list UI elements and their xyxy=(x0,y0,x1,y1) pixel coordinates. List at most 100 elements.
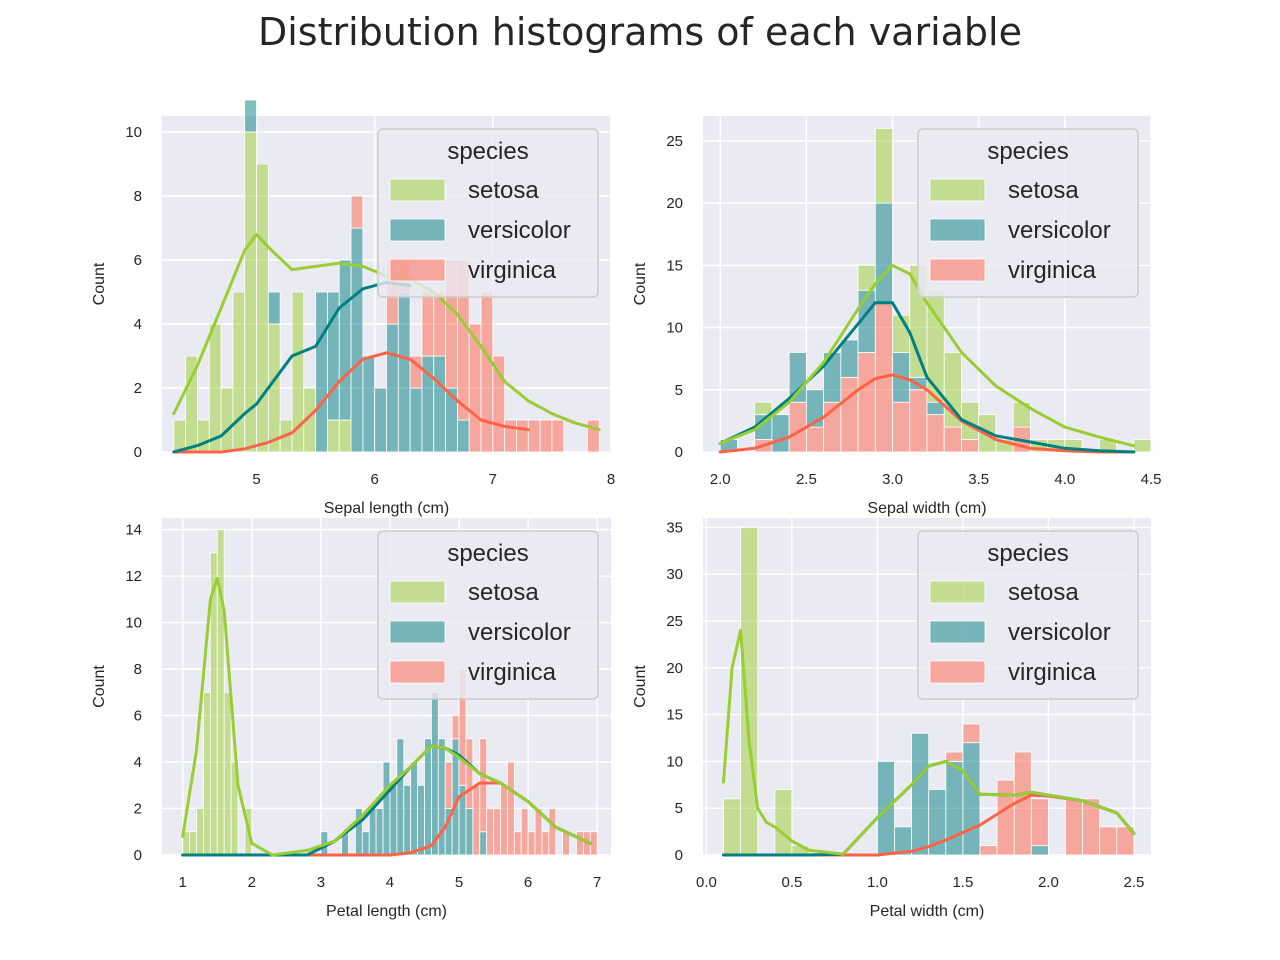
y-tick-label: 0 xyxy=(134,847,142,864)
subplot-1: 5 6 7 8 0 2 4 6 8 10 Sepal length (cm) Count species… xyxy=(91,99,615,517)
hist-bar-versicolor xyxy=(437,738,446,856)
hist-bar-versicolor xyxy=(1030,845,1049,856)
y-tick-label: 20 xyxy=(666,195,683,212)
hist-bar-virginica xyxy=(480,291,494,453)
hist-bar-setosa xyxy=(232,291,246,453)
hist-bar-versicolor xyxy=(911,732,930,856)
legend-swatch-virginica xyxy=(929,660,986,684)
y-tick-label: 25 xyxy=(666,613,683,630)
hist-bar-virginica xyxy=(586,419,600,453)
hist-bar-versicolor xyxy=(338,259,352,421)
legend-label-virginica: virginica xyxy=(468,659,557,686)
x-tick-label: 7 xyxy=(593,874,601,891)
hist-bar-setosa xyxy=(327,419,340,453)
hist-bar-virginica xyxy=(576,831,584,856)
legend-label-setosa: setosa xyxy=(1008,177,1079,204)
x-axis-label: Petal width (cm) xyxy=(870,903,985,920)
hist-bar-versicolor xyxy=(874,202,893,304)
hist-bar-virginica xyxy=(1065,798,1084,856)
y-tick-label: 4 xyxy=(134,316,142,333)
hist-bar-versicolor xyxy=(396,738,405,856)
x-axis-label: Sepal width (cm) xyxy=(867,500,986,517)
hist-bar-virginica xyxy=(504,419,517,453)
kde-line-virginica xyxy=(718,373,1136,454)
legend-swatch-setosa xyxy=(389,580,446,604)
legend: species setosa versicolor virginica xyxy=(377,530,599,700)
hist-bar-versicolor xyxy=(403,784,412,856)
x-tick-label: 2.0 xyxy=(710,471,731,488)
y-axis-label: Count xyxy=(632,262,649,305)
y-tick-label: 4 xyxy=(134,754,142,771)
hist-bar-virginica xyxy=(516,419,529,453)
y-tick-label: 6 xyxy=(134,708,142,725)
y-tick-label: 8 xyxy=(134,661,142,678)
hist-bar-virginica xyxy=(527,831,536,856)
kde-line-versicolor xyxy=(172,280,412,454)
x-tick-label: 5 xyxy=(455,874,463,891)
legend-frame xyxy=(917,530,1139,700)
hist-bar-setosa xyxy=(220,387,234,453)
legend-label-versicolor: versicolor xyxy=(468,217,571,244)
legend-title: species xyxy=(447,138,528,165)
hist-bar-virginica xyxy=(551,419,565,453)
y-tick-label: 6 xyxy=(134,252,142,269)
y-tick-label: 5 xyxy=(675,382,683,399)
y-tick-label: 30 xyxy=(666,566,683,583)
legend-title: species xyxy=(987,138,1068,165)
hist-bar-virginica xyxy=(539,419,553,453)
x-tick-label: 7 xyxy=(489,471,497,488)
y-tick-label: 2 xyxy=(134,801,142,818)
hist-bar-virginica xyxy=(472,784,481,856)
hist-bar-virginica xyxy=(1030,798,1049,847)
legend-swatch-versicolor xyxy=(389,218,446,242)
hist-bar-virginica xyxy=(945,751,964,762)
hist-bar-virginica xyxy=(500,784,508,856)
legend-swatch-virginica xyxy=(389,660,446,684)
hist-bar-setosa xyxy=(1133,439,1152,453)
hist-bar-virginica xyxy=(1099,826,1118,856)
x-tick-label: 2 xyxy=(248,874,256,891)
hist-bar-versicolor xyxy=(410,761,418,856)
legend-swatch-versicolor xyxy=(389,620,446,644)
x-tick-label: 2.5 xyxy=(796,471,817,488)
y-tick-label: 2 xyxy=(134,380,142,397)
hist-bar-virginica xyxy=(892,401,911,453)
hist-bar-versicolor xyxy=(430,691,439,856)
hist-bar-setosa xyxy=(723,798,742,856)
hist-bar-versicolor xyxy=(361,831,370,856)
kde-line-setosa xyxy=(722,628,1136,856)
legend-frame xyxy=(377,530,599,700)
hist-bar-virginica xyxy=(350,195,364,229)
y-tick-label: 20 xyxy=(666,660,683,677)
hist-bar-versicolor xyxy=(375,808,384,856)
hist-bar-virginica xyxy=(979,845,998,856)
kde-line-setosa xyxy=(181,576,592,857)
hist-bar-virginica xyxy=(513,831,522,856)
x-tick-label: 0.5 xyxy=(781,874,802,891)
hist-bar-versicolor xyxy=(315,291,328,453)
hist-bar-versicolor xyxy=(945,760,964,856)
x-tick-label: 2.0 xyxy=(1038,874,1059,891)
x-axis-label: Sepal length (cm) xyxy=(324,500,449,517)
y-tick-label: 10 xyxy=(125,615,142,632)
x-tick-label: 0.0 xyxy=(696,874,717,891)
y-tick-label: 0 xyxy=(675,847,683,864)
hist-bar-virginica xyxy=(996,779,1015,856)
hist-bar-virginica xyxy=(1116,826,1135,856)
hist-bar-versicolor xyxy=(244,99,257,133)
hist-bar-versicolor xyxy=(417,784,425,856)
hist-bar-setosa xyxy=(740,526,759,856)
hist-bar-virginica xyxy=(961,439,980,453)
y-tick-label: 35 xyxy=(666,519,683,536)
legend-label-setosa: setosa xyxy=(1008,579,1079,606)
x-tick-label: 4.5 xyxy=(1141,471,1162,488)
legend: species setosa versicolor virginica xyxy=(917,128,1139,298)
y-tick-label: 5 xyxy=(675,800,683,817)
hist-bar-virginica xyxy=(506,761,515,856)
hist-bar-setosa xyxy=(173,419,187,453)
hist-bar-virginica xyxy=(444,761,453,809)
y-tick-label: 0 xyxy=(675,444,683,461)
hist-bar-versicolor xyxy=(382,761,391,856)
y-tick-label: 15 xyxy=(666,257,683,274)
